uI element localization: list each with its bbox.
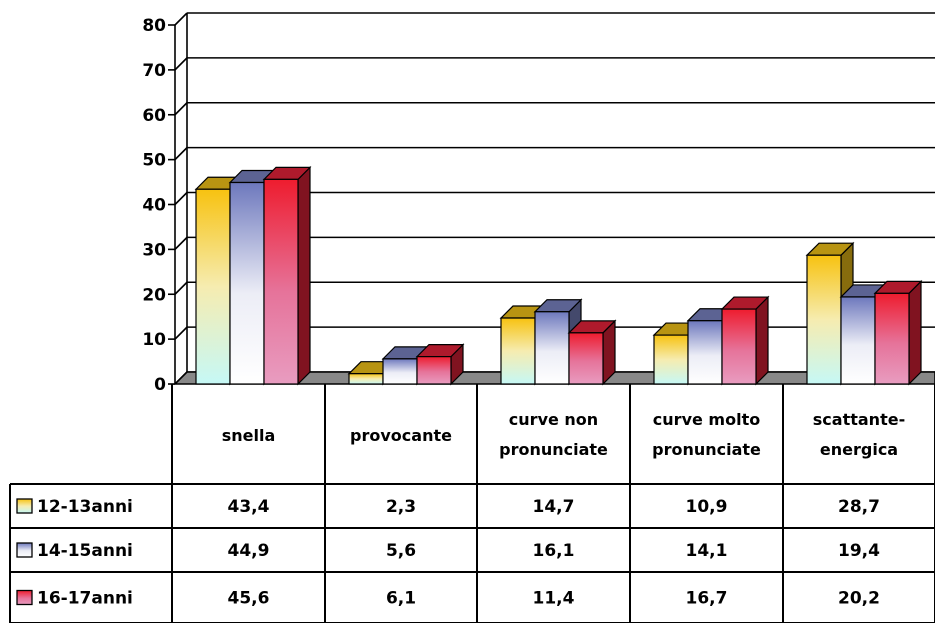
category-label: energica <box>820 440 898 459</box>
bar-side <box>755 295 769 386</box>
bar-front <box>653 334 689 385</box>
data-label: 2,3 <box>386 497 416 517</box>
y-tick-label: 80 <box>142 16 166 36</box>
bar-front <box>721 308 757 385</box>
category-label: pronunciate <box>652 440 761 459</box>
bar-front <box>534 311 570 385</box>
data-label: 14,7 <box>533 497 575 517</box>
category-label: curve non <box>509 410 598 429</box>
category-label: provocante <box>350 426 452 445</box>
gridline-side <box>174 281 188 295</box>
bar-side <box>908 279 922 386</box>
bar-front <box>806 254 842 385</box>
bar-front <box>229 181 265 385</box>
bar-front <box>500 317 536 385</box>
data-label: 11,4 <box>533 589 575 609</box>
bar-front <box>687 320 723 385</box>
data-label: 28,7 <box>838 497 880 517</box>
data-label: 45,6 <box>228 589 270 609</box>
bar <box>262 165 312 386</box>
bar-front <box>568 332 604 385</box>
gridline-side <box>174 57 188 71</box>
bar-front <box>416 356 452 385</box>
data-label: 10,9 <box>686 497 728 517</box>
data-label: 20,2 <box>838 589 880 609</box>
gridline-side <box>174 12 188 26</box>
gridline-side <box>174 236 188 250</box>
bar-front <box>874 292 910 385</box>
bar <box>873 279 923 386</box>
data-table: snella provocante curve non pronunciate curv… <box>9 384 935 623</box>
category-label: scattante- <box>813 410 905 429</box>
legend-swatch <box>16 542 33 558</box>
y-tick-label: 70 <box>142 61 166 81</box>
data-label: 16,7 <box>686 589 728 609</box>
data-label: 43,4 <box>228 497 270 517</box>
legend-swatch <box>16 589 33 606</box>
bar <box>567 319 617 386</box>
y-tick-label: 10 <box>142 330 166 350</box>
data-label: 5,6 <box>386 541 416 561</box>
data-label: 14,1 <box>686 541 728 561</box>
y-tick-label: 0 <box>154 375 166 395</box>
category-label: curve molto <box>653 410 760 429</box>
y-tick-label: 30 <box>142 240 166 260</box>
y-tick-label: 50 <box>142 151 166 171</box>
gridline-side <box>174 191 188 206</box>
y-tick-label: 40 <box>142 196 166 216</box>
gridline-side <box>174 102 188 116</box>
bar <box>415 343 465 386</box>
bar-front <box>382 358 418 385</box>
data-label: 16,1 <box>533 541 575 561</box>
data-label: 19,4 <box>838 541 880 561</box>
gridline-side <box>174 326 188 340</box>
bar-front <box>348 373 384 385</box>
bar-front <box>195 188 231 385</box>
y-tick-label: 60 <box>142 106 166 126</box>
bar-front <box>263 178 299 385</box>
bar-front <box>840 296 876 385</box>
gridline-side <box>174 147 188 161</box>
bar <box>720 295 770 386</box>
legend-label: 16-17anni <box>37 589 133 609</box>
legend-label: 12-13anni <box>37 497 133 517</box>
data-label: 44,9 <box>228 541 270 561</box>
legend-swatch <box>16 498 33 514</box>
y-tick-label: 20 <box>142 285 166 305</box>
legend-label: 14-15anni <box>37 541 133 561</box>
category-label: pronunciate <box>499 440 608 459</box>
bar-layer <box>194 165 923 386</box>
category-label: snella <box>222 426 276 445</box>
data-label: 6,1 <box>386 589 416 609</box>
bar-side <box>297 165 311 386</box>
